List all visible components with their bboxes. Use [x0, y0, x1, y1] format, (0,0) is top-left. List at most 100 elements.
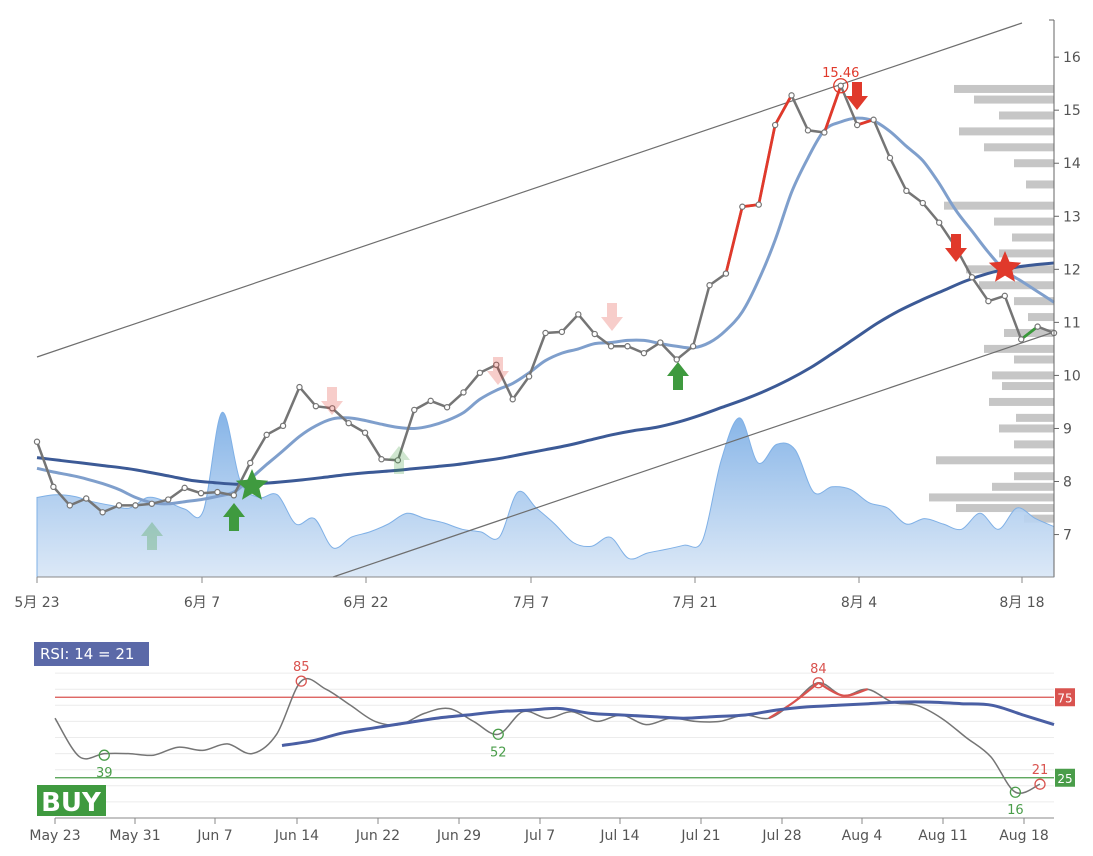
sell-arrow	[945, 234, 967, 262]
price-point	[460, 389, 467, 396]
volume-profile-bar	[1014, 440, 1054, 449]
price-point	[476, 369, 484, 376]
volume-profile-bar	[1014, 159, 1054, 168]
rsi-x-tick-label: Jul 21	[680, 828, 720, 844]
volume-profile-bar	[1026, 180, 1054, 189]
y-tick-label: 11	[1063, 315, 1081, 331]
price-point	[66, 502, 74, 509]
volume-profile-bar	[1028, 313, 1054, 322]
price-point	[558, 328, 566, 336]
volume-profile-bar	[984, 143, 1054, 152]
price-point	[181, 484, 188, 492]
volume-profile-bar	[1012, 233, 1054, 242]
volume-profile-bar	[1024, 514, 1054, 523]
sell-arrow-faint	[321, 387, 343, 415]
rsi-label-bg	[34, 642, 149, 666]
volume-profile	[929, 84, 1054, 523]
volume-profile-bar	[936, 456, 1054, 465]
volume-profile-bar	[1014, 355, 1054, 364]
y-tick-label: 12	[1063, 262, 1081, 278]
price-point	[821, 129, 828, 136]
price-point	[673, 356, 680, 363]
x-tick-label: 7月 21	[672, 595, 717, 611]
x-tick-label: 8月 18	[999, 595, 1044, 611]
volume-profile-bar	[984, 344, 1054, 353]
ma-long-line	[36, 261, 1055, 486]
sell-arrow-faint	[601, 303, 623, 331]
volume-profile-bar	[999, 424, 1054, 433]
price-point	[903, 187, 910, 195]
rsi-extreme-label: 84	[810, 662, 827, 677]
price-point	[312, 402, 320, 410]
price-point	[853, 121, 861, 129]
price-point	[165, 496, 172, 503]
price-point	[50, 483, 57, 491]
volume-profile-bar	[959, 127, 1054, 136]
buy-star	[235, 469, 269, 500]
sell-star	[988, 251, 1022, 282]
rsi-overbought-segment	[768, 681, 820, 720]
price-point	[591, 330, 598, 338]
price-point	[640, 349, 648, 357]
price-point	[443, 404, 451, 411]
x-tick-label: 7月 7	[513, 595, 549, 611]
oversold-badge-bg	[1055, 768, 1075, 787]
ma-short-line	[36, 116, 1055, 506]
volume-profile-bar	[999, 111, 1054, 120]
price-point	[132, 502, 139, 509]
price-point	[1001, 292, 1008, 300]
y-axis-ticks: 7 8 9 10 11 12 13 14 15 16	[1054, 50, 1081, 544]
price-point	[1017, 336, 1025, 343]
price-point	[755, 201, 762, 208]
rsi-x-tick-label: Jun 29	[436, 828, 481, 844]
price-highlight-up	[724, 94, 793, 274]
rsi-grid	[55, 672, 1054, 803]
buy-signal-text: BUY	[41, 788, 102, 818]
peak-marker	[833, 78, 849, 94]
price-point	[197, 489, 205, 497]
price-point	[83, 495, 90, 502]
sell-arrow-faint	[487, 357, 509, 385]
y-tick-label: 15	[1063, 103, 1081, 119]
price-point	[1034, 323, 1041, 330]
rsi-extreme-label: 16	[1007, 803, 1024, 818]
price-point	[148, 500, 156, 507]
price-point	[722, 270, 730, 277]
price-point	[919, 199, 926, 207]
price-point	[689, 343, 697, 350]
price-point	[230, 492, 238, 499]
rsi-extreme-marker	[1009, 786, 1022, 798]
price-point	[247, 459, 254, 467]
volume-profile-bar	[974, 95, 1054, 104]
price-point	[706, 282, 713, 289]
rsi-x-tick-label: Aug 11	[918, 828, 968, 844]
price-point	[739, 203, 746, 210]
rsi-extreme-marker	[295, 675, 307, 687]
rsi-x-tick-label: Aug 18	[999, 828, 1049, 844]
rsi-extreme-label: 85	[293, 660, 310, 675]
rsi-x-tick-label: Jul 28	[761, 828, 801, 844]
rsi-average-line	[281, 700, 1055, 747]
price-point	[771, 121, 779, 129]
rsi-x-tick-label: Jul 7	[524, 828, 555, 844]
volume-profile-bar	[992, 371, 1054, 380]
rsi-overbought-segment	[817, 681, 868, 697]
rsi-label-badge: RSI: 14 = 21	[34, 642, 149, 666]
volume-profile-bar	[989, 397, 1054, 406]
rsi-x-tick-label: Jun 22	[355, 828, 400, 844]
price-point	[624, 343, 631, 350]
channel-upper-line	[36, 22, 1023, 358]
overbought-badge: 75	[1055, 688, 1075, 707]
rsi-extreme-marker	[1034, 778, 1046, 790]
price-point	[329, 405, 336, 412]
price-point	[788, 92, 795, 99]
volume-profile-bar	[1016, 413, 1054, 422]
volume-profile-bar	[1014, 472, 1054, 481]
price-point	[33, 438, 41, 445]
price-point	[279, 422, 287, 430]
oversold-badge: 25	[1055, 768, 1075, 787]
volume-profile-bar	[992, 482, 1054, 491]
price-point	[378, 456, 385, 463]
volume-profile-bar	[929, 493, 1054, 502]
